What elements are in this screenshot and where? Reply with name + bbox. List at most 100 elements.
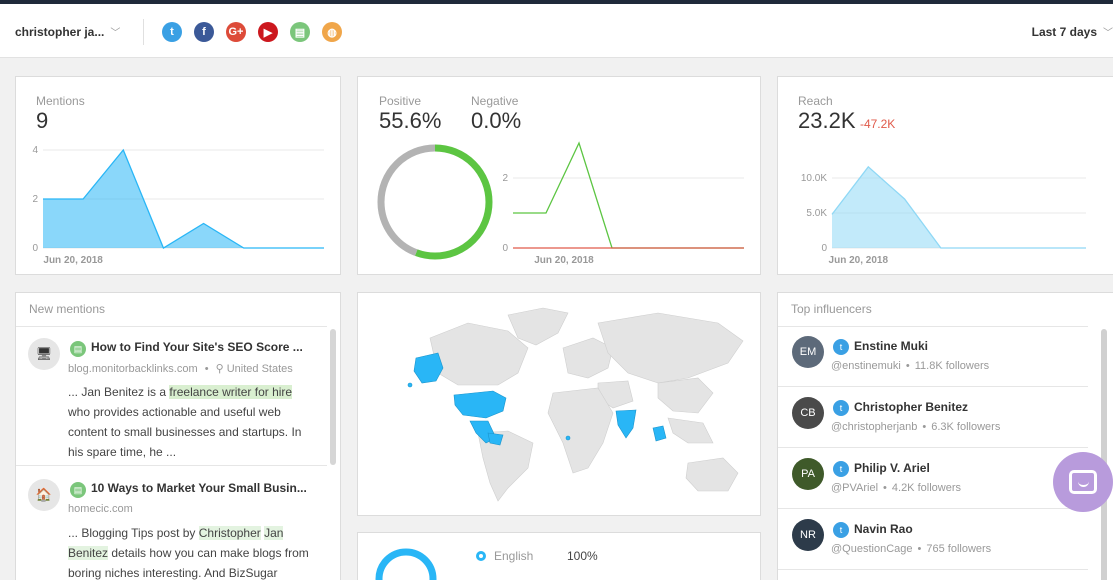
influencer-handle: @QuestionCage [831, 543, 913, 555]
map-region-southeast-asia [667, 417, 714, 444]
location-pin-icon: ⚲ [215, 363, 224, 375]
avatar: PA [792, 458, 824, 490]
mention-source[interactable]: blog.monitorbacklinks.com [68, 363, 198, 375]
legend-item: English [476, 549, 533, 563]
y-tick-label: 0 [821, 243, 827, 254]
mentions-chart: 4 2 0 Jun 20, 2018 [32, 145, 324, 266]
map-region-islands [565, 435, 571, 441]
source-avatar: 🖥 [28, 338, 60, 370]
twitter-icon: t [833, 400, 849, 416]
avatar: NR [792, 519, 824, 551]
top-influencers-title: Top influencers [791, 302, 872, 316]
snippet-text: details how you can make blogs from bori… [68, 546, 309, 580]
snippet-highlight: freelance writer for hire [169, 385, 293, 399]
language-share: 100% [567, 549, 598, 563]
influencer-name[interactable]: Christopher Benitez [854, 400, 969, 414]
map-region-colombia [487, 432, 504, 446]
x-tick-label: Jun 20, 2018 [829, 255, 889, 266]
mention-source[interactable]: homecic.com [68, 503, 133, 515]
list-item[interactable]: 🖥 ▤ How to Find Your Site's SEO Score ..… [16, 338, 326, 468]
influencer-meta: @christopherjanb • 6.3K followers [831, 421, 1000, 433]
influencer-handle: @PVAriel [831, 482, 879, 494]
mention-snippet: ... Blogging Tips post by Christopher Ja… [68, 523, 313, 580]
language-donut-chart [375, 548, 437, 580]
map-region-canada [429, 322, 529, 386]
area-line [831, 165, 1086, 249]
map-region-africa [547, 387, 614, 474]
twitter-icon: t [833, 522, 849, 538]
mentions-scrollbar[interactable] [330, 329, 336, 465]
influencer-name[interactable]: Enstine Muki [854, 339, 929, 353]
news-icon: ▤ [70, 341, 86, 357]
list-item[interactable]: 🏠 ▤ 10 Ways to Market Your Small Busin..… [16, 479, 326, 580]
list-item[interactable]: PA t Philip V. Ariel @PVAriel • 4.2K follo… [778, 448, 1088, 509]
donut-slice [377, 144, 493, 260]
snippet-text: ... Jan Benitez is a [68, 385, 170, 399]
influencer-name[interactable]: Navin Rao [854, 522, 913, 536]
avatar: CB [792, 397, 824, 429]
series-line [513, 141, 744, 249]
influencer-followers: 4.2K followers [891, 482, 961, 494]
influencer-handle: @christopherjanb [831, 421, 918, 433]
y-tick-label: 4 [32, 145, 38, 156]
list-item[interactable]: CB t Christopher Benitez @christopherjan… [778, 387, 1088, 448]
map-region-usa [453, 390, 507, 419]
date-range-selector[interactable]: Last 7 days ﹀ [1032, 24, 1113, 39]
source-filter-bar: t f G+ ▶ ▤ ◍ [162, 22, 342, 42]
snippet-highlight: Jan [264, 526, 284, 540]
account-selector[interactable]: christopher ja... ﹀ [15, 24, 120, 39]
date-range-label: Last 7 days [1031, 25, 1097, 39]
world-map[interactable] [358, 293, 762, 517]
google-plus-icon[interactable]: G+ [226, 22, 246, 42]
reach-values: 23.2K -47.2K [798, 110, 895, 133]
top-bar: christopher ja... ﹀ t f G+ ▶ ▤ ◍ Last 7 days ﹀ [0, 4, 1113, 58]
news-icon[interactable]: ▤ [290, 22, 310, 42]
influencers-scrollbar[interactable] [1101, 329, 1107, 580]
web-icon[interactable]: ◍ [322, 22, 342, 42]
divider [778, 326, 1088, 327]
twitter-icon: t [833, 461, 849, 477]
separator-dot: • [922, 421, 927, 433]
list-item[interactable]: NR t Navin Rao @QuestionCage • 765 followe… [778, 509, 1088, 570]
map-region-south-america [477, 430, 534, 502]
twitter-icon[interactable]: t [162, 22, 182, 42]
map-region-europe [562, 337, 614, 379]
list-item[interactable]: EM t Enstine Muki @enstinemuki • 11.8K fol… [778, 326, 1088, 387]
map-region-russia-asia [597, 312, 744, 384]
reach-card: Reach 23.2K -47.2K 10.0K 5.0K 0 Jun 20, 201… [777, 76, 1113, 275]
area-line [43, 148, 324, 249]
mention-title[interactable]: 10 Ways to Market Your Small Busin... [91, 481, 307, 495]
area-fill [43, 150, 324, 248]
negative-value: 0.0% [471, 108, 522, 133]
top-accent-bar [0, 0, 1113, 4]
snippet-text: who provides actionable and useful web c… [68, 405, 302, 459]
sentiment-card: Positive 55.6% Negative 0.0% 2 0 Jun 20, 2… [357, 76, 761, 275]
snippet-highlight: Benitez [68, 546, 109, 560]
influencer-handle: @enstinemuki [831, 360, 901, 372]
twitter-icon: t [833, 339, 849, 355]
y-tick-label: 5.0K [806, 208, 827, 219]
divider [16, 326, 327, 327]
mention-title[interactable]: How to Find Your Site's SEO Score ... [91, 340, 303, 354]
influencer-followers: 11.8K followers [914, 360, 990, 372]
y-tick-label: 10.0K [801, 173, 827, 184]
chat-icon [1069, 470, 1097, 494]
influencer-meta: @enstinemuki • 11.8K followers [831, 360, 989, 372]
positive-value: 55.6% [379, 108, 442, 133]
snippet-highlight: Christopher [198, 526, 261, 540]
world-map-card [357, 292, 761, 516]
youtube-icon[interactable]: ▶ [258, 22, 278, 42]
separator-dot: • [883, 482, 887, 494]
x-tick-label: Jun 20, 2018 [43, 255, 103, 266]
separator-dot: • [917, 543, 922, 555]
influencer-name[interactable]: Philip V. Ariel [854, 461, 930, 475]
legend-dot-icon [476, 551, 486, 561]
chat-launcher-button[interactable] [1053, 452, 1113, 512]
x-tick-label: Jun 20, 2018 [534, 255, 594, 266]
facebook-icon[interactable]: f [194, 22, 214, 42]
divider [16, 465, 327, 466]
map-region-east-asia [657, 377, 714, 414]
mention-meta: homecic.com [68, 503, 133, 515]
mention-snippet: ... Jan Benitez is a freelance writer fo… [68, 382, 313, 462]
